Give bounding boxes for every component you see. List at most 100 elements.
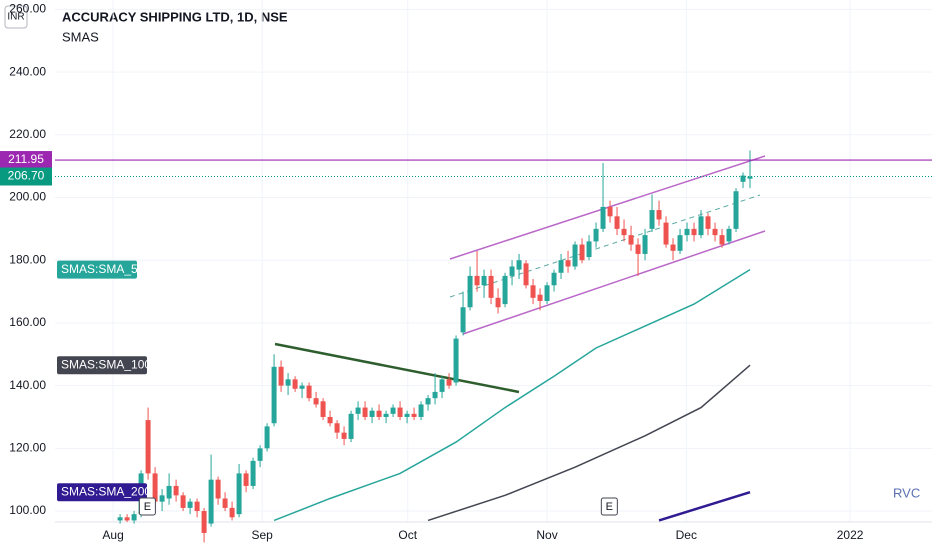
- candle-body: [201, 511, 207, 533]
- candle-body: [327, 416, 333, 424]
- candle-body: [747, 176, 753, 179]
- candle-body: [425, 398, 431, 405]
- candle-body: [677, 235, 683, 251]
- x-tick-label: Dec: [676, 528, 697, 542]
- candle-body: [208, 479, 214, 524]
- candle-body: [131, 514, 137, 521]
- candle-body: [719, 235, 725, 245]
- trendline: [274, 342, 520, 394]
- candle-body: [642, 235, 648, 254]
- watermark: RVC: [893, 485, 920, 500]
- y-tick-label: 260.00: [9, 2, 46, 16]
- x-tick-label: Oct: [398, 528, 417, 542]
- candle-body: [383, 413, 389, 417]
- candle-body: [551, 272, 557, 286]
- candle-body: [495, 297, 501, 308]
- y-tick-label: 240.00: [9, 64, 46, 78]
- candle-body: [516, 260, 522, 270]
- candle-body: [446, 379, 452, 386]
- candle-body: [222, 498, 228, 508]
- sma-label: SMAS:SMA_50: [61, 262, 145, 276]
- candle-body: [502, 275, 508, 305]
- candle-body: [257, 448, 263, 461]
- candle-body: [523, 263, 529, 286]
- y-tick-label: 100.00: [9, 503, 46, 517]
- candle-body: [586, 241, 592, 258]
- candle-body: [236, 473, 242, 515]
- sma-badge: [57, 483, 147, 502]
- currency[interactable]: INR: [7, 12, 24, 23]
- currency-box[interactable]: [4, 5, 28, 29]
- y-tick-label: 120.00: [9, 440, 46, 454]
- candle-body: [656, 210, 662, 220]
- candle-body: [488, 275, 494, 298]
- candle-body: [628, 235, 634, 245]
- price-badge: [0, 151, 52, 170]
- candle-body: [355, 407, 361, 414]
- candle-body: [229, 507, 235, 518]
- candle-body: [264, 426, 270, 449]
- candle-body: [474, 275, 480, 286]
- candle-body: [432, 391, 438, 399]
- candle-body: [194, 501, 200, 512]
- y-tick-label: 220.00: [9, 127, 46, 141]
- candle-body: [320, 401, 326, 417]
- indicator-name: SMAS: [62, 29, 99, 44]
- sma-line: [273, 268, 751, 522]
- price-label: 206.70: [8, 169, 45, 183]
- candle-body: [460, 307, 466, 333]
- candle-body: [726, 228, 732, 242]
- candle-body: [635, 244, 641, 254]
- candle-body: [278, 366, 284, 386]
- candle-body: [663, 222, 669, 245]
- candle-body: [117, 517, 123, 521]
- candle-body: [285, 379, 291, 386]
- candle-body: [397, 407, 403, 417]
- candle-body: [166, 485, 172, 499]
- candle-body: [691, 228, 697, 236]
- candle-body: [558, 260, 564, 273]
- channel-middle: [449, 194, 761, 298]
- candle-body: [159, 495, 165, 502]
- sma-line: [427, 364, 751, 522]
- candle-body: [369, 410, 375, 417]
- sma-badge: [57, 260, 137, 279]
- candle-body: [250, 460, 256, 486]
- candle-body: [453, 338, 459, 383]
- event-label: E: [606, 501, 613, 513]
- y-tick-label: 200.00: [9, 190, 46, 204]
- candle-body: [411, 413, 417, 417]
- x-tick-label: Nov: [536, 528, 557, 542]
- candle-body: [481, 275, 487, 286]
- channel-upper: [449, 155, 766, 260]
- channel-lower: [462, 230, 766, 335]
- candle-body: [313, 398, 319, 405]
- candle-body: [698, 216, 704, 236]
- candle-body: [341, 432, 347, 439]
- candle-body: [740, 175, 746, 182]
- candle-body: [712, 228, 718, 236]
- candle-body: [684, 228, 690, 236]
- candle-body: [376, 410, 382, 417]
- candle-body: [614, 216, 620, 229]
- sma-line: [658, 491, 751, 522]
- candle-body: [565, 260, 571, 267]
- candle-body: [621, 228, 627, 236]
- candle-body: [593, 228, 599, 242]
- candle-body: [362, 407, 368, 417]
- price-label: 211.95: [8, 152, 44, 166]
- x-tick-label: 2022: [837, 528, 864, 542]
- sma-label: SMAS:SMA_100: [61, 357, 151, 371]
- y-tick-label: 180.00: [9, 252, 46, 266]
- candle-body: [733, 191, 739, 229]
- candle-body: [292, 379, 298, 389]
- candle-body: [572, 244, 578, 267]
- candle-body: [173, 485, 179, 496]
- y-tick-label: 160.00: [9, 315, 46, 329]
- sma-label: SMAS:SMA_200: [61, 484, 151, 498]
- candle-body: [152, 473, 158, 502]
- candle-body: [306, 385, 312, 399]
- x-tick-label: Aug: [102, 528, 123, 542]
- candle-body: [467, 275, 473, 308]
- candle-body: [348, 413, 354, 439]
